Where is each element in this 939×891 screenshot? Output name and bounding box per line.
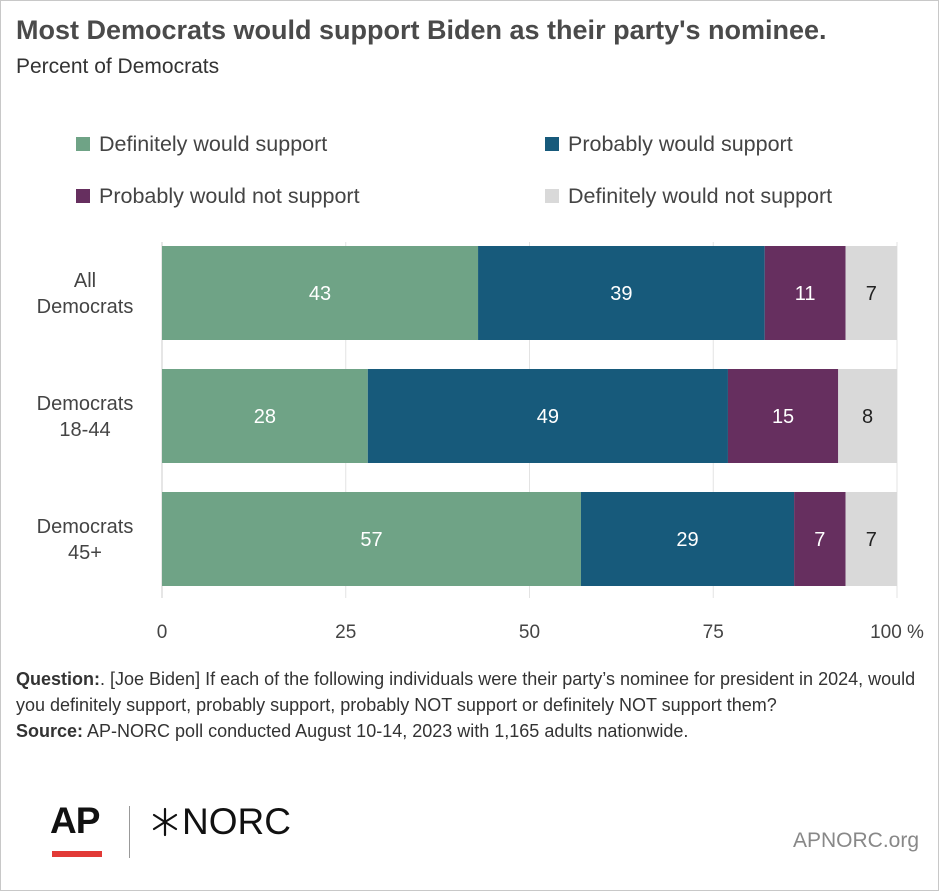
legend-item-definitely-not-support: Definitely would not support <box>545 183 832 209</box>
bar-segment <box>764 246 846 340</box>
chart-notes: Question:. [Joe Biden] If each of the fo… <box>16 666 921 744</box>
bar-segment <box>162 246 479 340</box>
x-tick-label: 100 % <box>870 622 924 643</box>
site-url: APNORC.org <box>792 829 919 852</box>
data-label: 7 <box>866 283 877 305</box>
bar-segment <box>845 492 897 586</box>
ap-logo-bar <box>52 851 102 857</box>
legend-swatch <box>545 137 559 151</box>
bar-segment <box>367 369 728 463</box>
data-label: 39 <box>610 283 632 305</box>
norc-logo: NORC <box>150 801 291 843</box>
data-label: 28 <box>254 406 276 428</box>
legend-item-probably-support: Probably would support <box>545 131 793 157</box>
chart-title: Most Democrats would support Biden as th… <box>16 15 827 45</box>
legend-swatch <box>545 189 559 203</box>
x-tick-label: 50 <box>519 622 540 643</box>
norc-star-icon <box>152 807 178 837</box>
legend-swatch <box>76 137 90 151</box>
question-text: . [Joe Biden] If each of the following i… <box>16 669 916 715</box>
data-label: 29 <box>676 529 698 551</box>
data-label: 57 <box>360 529 382 551</box>
x-tick-label: 0 <box>157 622 168 643</box>
bar-segment <box>838 369 897 463</box>
legend-label: Probably would not support <box>99 183 360 208</box>
stacked-bar-chart: 0 25 50 75 100 % All Democrats 43 39 11 7 Democrats… <box>37 242 924 643</box>
source-note: Source: AP-NORC poll conducted August 10… <box>16 718 921 744</box>
chart-subtitle: Percent of Democrats <box>16 55 220 78</box>
x-tick-label: 25 <box>335 622 356 643</box>
bar-segment <box>794 492 846 586</box>
legend-label: Probably would support <box>568 131 793 156</box>
norc-logo-text: NORC <box>182 801 291 842</box>
category-label: Democrats 45+ <box>37 516 134 564</box>
x-tick-label: 75 <box>703 622 724 643</box>
data-label: 7 <box>814 529 825 551</box>
source-label: Source: <box>16 721 84 741</box>
ap-logo: AP <box>50 800 100 841</box>
legend-label: Definitely would not support <box>568 183 833 208</box>
bar-segment <box>727 369 839 463</box>
data-label: 11 <box>795 283 816 305</box>
question-note: Question:. [Joe Biden] If each of the fo… <box>16 666 921 718</box>
data-label: 8 <box>862 406 873 428</box>
bar-segment <box>162 369 368 463</box>
bar-segment <box>162 492 581 586</box>
legend-item-definitely-support: Definitely would support <box>76 131 327 157</box>
data-label: 7 <box>866 529 877 551</box>
data-label: 49 <box>537 406 559 428</box>
legend-item-probably-not-support: Probably would not support <box>76 183 360 209</box>
data-label: 15 <box>772 406 794 428</box>
data-label: 43 <box>309 283 331 305</box>
bar-segment <box>580 492 795 586</box>
question-label: Question: <box>16 669 100 689</box>
source-text: AP-NORC poll conducted August 10-14, 202… <box>83 721 689 741</box>
bar-segment <box>845 246 897 340</box>
legend-swatch <box>76 189 90 203</box>
legend-label: Definitely would support <box>99 131 328 156</box>
bar-segment <box>478 246 765 340</box>
category-label: Democrats 18-44 <box>37 393 134 441</box>
category-label: All Democrats <box>37 270 134 318</box>
logo-divider <box>129 806 130 858</box>
